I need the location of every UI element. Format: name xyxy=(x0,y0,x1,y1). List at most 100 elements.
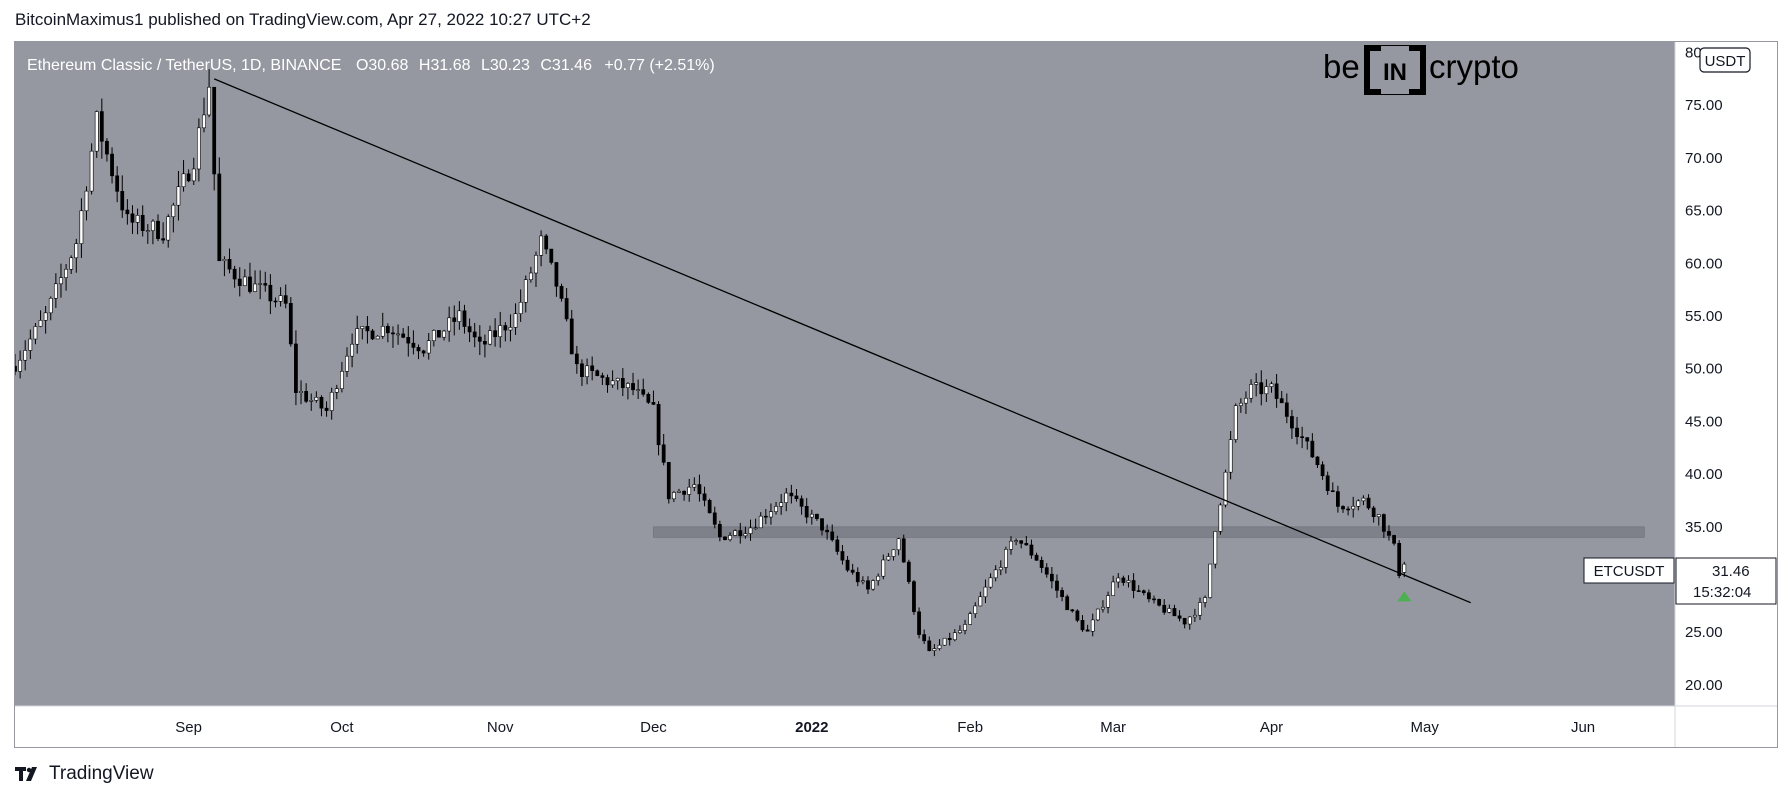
candle xyxy=(1039,556,1044,573)
candle xyxy=(385,323,390,343)
candle xyxy=(115,166,120,203)
x-tick-label: May xyxy=(1411,719,1440,736)
candle xyxy=(651,390,656,406)
candle xyxy=(1070,608,1075,613)
candle xyxy=(33,323,38,345)
candle xyxy=(738,522,743,544)
candle xyxy=(447,306,452,342)
x-axis-ticks: Sep Oct Nov Dec 2022 Feb Mar Apr May Jun xyxy=(175,719,1595,736)
candle xyxy=(1233,403,1238,443)
time-axis-area[interactable] xyxy=(15,706,1777,747)
candle xyxy=(983,579,988,604)
y-tick-label: 75.00 xyxy=(1685,97,1723,114)
candle xyxy=(319,395,324,417)
candle xyxy=(43,306,48,334)
candle xyxy=(232,265,237,288)
candle xyxy=(283,284,288,309)
candle xyxy=(120,175,125,218)
candle xyxy=(707,498,712,514)
candle xyxy=(110,147,114,184)
open-value: 30.68 xyxy=(368,57,408,74)
candle xyxy=(1249,379,1253,403)
ticker-label: ETCUSDT xyxy=(1594,563,1665,580)
candle xyxy=(1126,575,1131,588)
support-zone-layer xyxy=(653,526,1645,538)
candle xyxy=(1203,595,1207,608)
candle xyxy=(569,309,574,355)
candle xyxy=(1295,416,1299,445)
candle xyxy=(672,490,676,503)
descending-trendline[interactable] xyxy=(213,78,1471,604)
candle xyxy=(304,383,309,404)
candle xyxy=(23,340,28,371)
candle xyxy=(850,563,855,575)
plot-background xyxy=(15,42,1675,706)
candle xyxy=(922,629,927,644)
candle xyxy=(442,329,446,341)
candle xyxy=(866,576,870,595)
candle xyxy=(1254,373,1259,397)
candle xyxy=(605,374,610,393)
candle xyxy=(774,501,778,515)
candle xyxy=(1095,608,1100,622)
candle xyxy=(666,462,671,504)
candle xyxy=(1300,426,1305,449)
candle xyxy=(1198,597,1202,621)
chart-panel[interactable]: 80.0075.0070.0065.0060.0055.0050.0045.00… xyxy=(14,41,1778,748)
published-info: BitcoinMaximus1 published on TradingView… xyxy=(15,10,591,29)
candle xyxy=(1004,546,1008,574)
y-tick-label: 55.00 xyxy=(1685,308,1723,325)
candle xyxy=(74,238,79,273)
candle xyxy=(1305,437,1310,450)
candle xyxy=(620,368,625,397)
candle xyxy=(1101,600,1105,613)
candle xyxy=(723,536,727,541)
candle xyxy=(917,607,921,639)
ticker-label-box xyxy=(1583,557,1675,584)
candle xyxy=(1356,499,1361,511)
candle xyxy=(1346,506,1350,516)
candle xyxy=(334,384,339,400)
candle xyxy=(202,97,206,133)
candle xyxy=(1376,514,1381,526)
candle xyxy=(309,393,314,411)
candle xyxy=(942,637,947,646)
candle xyxy=(906,559,911,585)
y-tick-label: 50.00 xyxy=(1685,361,1723,378)
low-value: 30.23 xyxy=(490,57,530,74)
candle xyxy=(99,98,104,159)
candle xyxy=(1392,534,1396,546)
candle xyxy=(294,330,298,406)
candle xyxy=(416,344,421,360)
candle xyxy=(947,632,952,646)
candle xyxy=(809,509,814,525)
candle xyxy=(1192,608,1197,622)
tradingview-brand[interactable]: TradingView xyxy=(15,761,154,787)
candle xyxy=(48,296,53,321)
candle xyxy=(549,248,554,265)
candle xyxy=(253,270,257,293)
candle xyxy=(1131,573,1136,599)
candle xyxy=(145,224,150,244)
candle xyxy=(1259,370,1264,406)
logo-in: IN xyxy=(1383,59,1407,86)
candle xyxy=(988,573,993,589)
candle xyxy=(1009,536,1013,555)
candle xyxy=(876,573,881,586)
y-tick-label: 70.00 xyxy=(1685,150,1723,167)
currency-badge[interactable]: USDT xyxy=(1699,47,1751,73)
candle xyxy=(626,382,630,400)
candle xyxy=(273,297,278,308)
candle xyxy=(1085,624,1090,632)
candle xyxy=(615,377,620,390)
candle xyxy=(457,301,462,330)
candle xyxy=(1341,505,1345,513)
candle xyxy=(462,304,467,334)
y-tick-label: 45.00 xyxy=(1685,413,1723,430)
candle xyxy=(815,513,819,521)
candlestick-chart[interactable]: 80.0075.0070.0065.0060.0055.0050.0045.00… xyxy=(15,42,1777,747)
tradingview-wordmark: TradingView xyxy=(49,763,154,784)
candle xyxy=(1136,585,1141,592)
candle xyxy=(401,328,406,339)
candle xyxy=(952,629,957,642)
